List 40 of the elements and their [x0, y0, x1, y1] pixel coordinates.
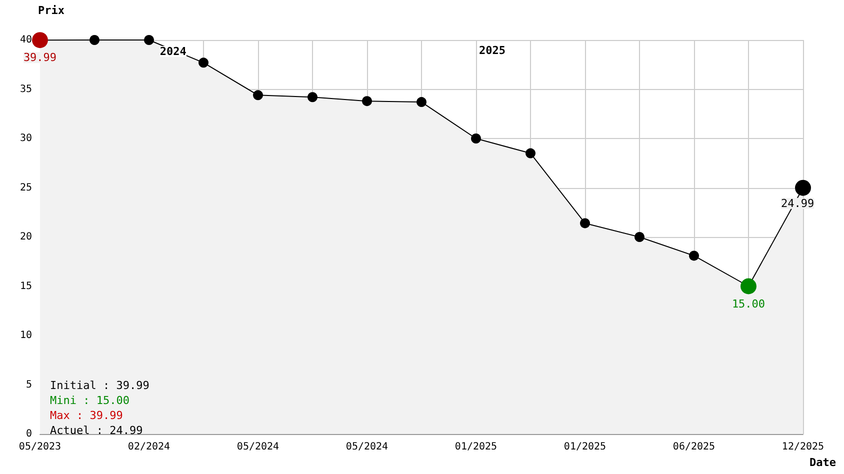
- y-axis-title: Prix: [38, 4, 65, 17]
- point: [362, 96, 372, 106]
- y-tick-label: 20: [20, 232, 32, 242]
- point: [580, 218, 590, 228]
- x-axis-title: Date: [810, 456, 836, 469]
- y-tick-label: 30: [20, 133, 32, 144]
- x-tick-label: 05/2024: [346, 442, 388, 452]
- annotation: Initial : 39.99: [50, 379, 150, 392]
- x-tick-label: 05/2024: [236, 442, 280, 452]
- point: [471, 134, 481, 144]
- point: [526, 148, 536, 158]
- annotation: 2025: [479, 44, 506, 57]
- point: [308, 92, 318, 102]
- point: [144, 35, 154, 45]
- point: [416, 97, 426, 108]
- annotation: Max : 39.99: [50, 409, 123, 422]
- y-tick-label: 40: [20, 34, 32, 46]
- x-tick-label: 02/2024: [128, 442, 170, 452]
- annotation: 2024: [160, 45, 187, 58]
- y-tick-label: 0: [26, 428, 32, 440]
- x-tick-label: 06/2025: [672, 442, 716, 452]
- x-tick-label: 01/2025: [564, 442, 606, 452]
- y-tick-label: 25: [20, 182, 32, 194]
- point: [198, 58, 208, 68]
- point: [634, 232, 644, 242]
- x-tick-label: 05/2023: [18, 442, 62, 452]
- x-tick-label: 12/2025: [782, 442, 824, 452]
- y-tick-label: 15: [20, 280, 32, 292]
- x-tick-label: 01/2025: [454, 442, 498, 452]
- y-tick-label: 35: [20, 84, 32, 95]
- annotation: Mini : 15.00: [50, 394, 130, 407]
- data-label: 39.99: [23, 51, 57, 64]
- y-tick-label: 5: [26, 379, 32, 390]
- y-tick-label: 10: [20, 330, 32, 341]
- data-label: 15.00: [732, 297, 766, 310]
- data-label: 24.99: [781, 196, 814, 210]
- annotation: Actuel : 24.99: [50, 424, 143, 437]
- point: [90, 35, 100, 45]
- point: [253, 90, 263, 100]
- point: [689, 250, 699, 261]
